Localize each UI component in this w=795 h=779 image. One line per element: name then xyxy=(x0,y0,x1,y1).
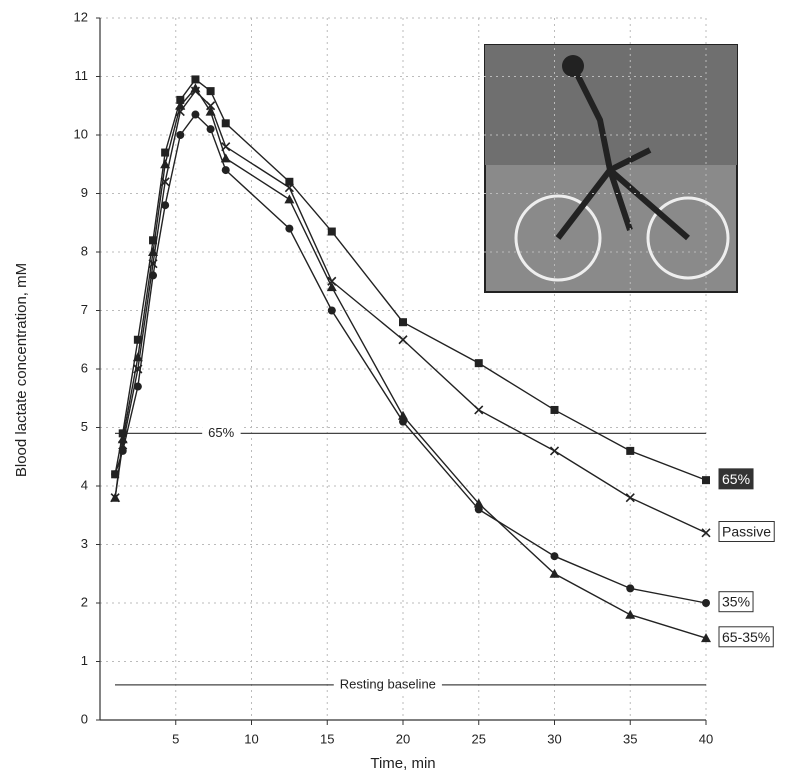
photo-rider-head xyxy=(562,55,584,77)
legend-label: 65-35% xyxy=(722,629,770,645)
point xyxy=(327,276,337,286)
point xyxy=(118,446,127,455)
y-tick-label: 8 xyxy=(81,243,88,258)
point xyxy=(149,236,158,245)
point xyxy=(550,405,559,414)
point xyxy=(626,446,635,455)
y-tick-label: 4 xyxy=(81,477,88,492)
point xyxy=(111,470,120,479)
photo-inset xyxy=(484,44,738,293)
point xyxy=(190,83,201,93)
point xyxy=(626,584,635,593)
point xyxy=(161,201,170,210)
point xyxy=(327,227,336,236)
point xyxy=(285,177,294,186)
x-tick-label: 5 xyxy=(172,731,179,746)
legend-box xyxy=(718,626,774,648)
y-tick-label: 9 xyxy=(81,185,88,200)
y-axis-label: Blood lactate concentration, mM xyxy=(13,263,30,477)
point xyxy=(473,498,484,508)
point xyxy=(161,148,170,157)
point xyxy=(176,131,185,139)
point xyxy=(701,633,711,643)
point xyxy=(132,352,143,362)
point xyxy=(549,446,560,456)
point xyxy=(398,410,408,420)
point xyxy=(191,75,200,84)
point xyxy=(117,434,128,444)
x-tick-label: 30 xyxy=(547,731,561,746)
legend-box xyxy=(718,521,775,543)
y-tick-label: 1 xyxy=(81,653,88,668)
point xyxy=(549,568,560,578)
photo-wheel xyxy=(646,196,730,280)
point xyxy=(149,271,158,280)
x-tick-label: 35 xyxy=(623,731,637,746)
photo-rider xyxy=(555,68,690,241)
legend-label: 65% xyxy=(722,471,750,487)
series-line xyxy=(114,90,707,534)
x-axis-label: Time, min xyxy=(370,755,435,772)
point xyxy=(398,335,408,345)
legend-label: 35% xyxy=(722,594,750,610)
point xyxy=(205,106,216,116)
y-tick-label: 2 xyxy=(81,594,88,609)
y-tick-label: 11 xyxy=(75,68,89,83)
point xyxy=(206,87,215,96)
point xyxy=(550,552,559,561)
point xyxy=(118,429,127,438)
reference-label: Resting baseline xyxy=(340,676,436,691)
x-tick-label: 20 xyxy=(396,731,410,746)
point xyxy=(221,166,230,175)
y-tick-label: 5 xyxy=(81,419,88,434)
y-tick-label: 0 xyxy=(81,711,88,726)
y-tick-label: 12 xyxy=(74,9,88,24)
point xyxy=(133,382,142,391)
photo-wheel xyxy=(514,194,602,282)
point xyxy=(625,609,636,619)
point xyxy=(702,476,710,485)
series-line xyxy=(114,78,707,481)
point xyxy=(110,492,121,502)
point xyxy=(285,224,294,233)
point xyxy=(220,153,231,163)
legend-label: Passive xyxy=(722,524,771,540)
series-line xyxy=(114,87,707,639)
point xyxy=(284,183,294,193)
x-tick-label: 25 xyxy=(472,731,486,746)
point xyxy=(148,247,159,256)
y-tick-label: 7 xyxy=(81,302,88,317)
x-tick-label: 15 xyxy=(320,731,334,746)
point xyxy=(206,125,215,134)
point xyxy=(327,306,336,315)
point xyxy=(474,359,483,368)
point xyxy=(702,599,710,607)
point xyxy=(326,282,337,292)
point xyxy=(399,318,407,327)
point xyxy=(191,110,200,119)
point xyxy=(176,95,185,104)
legend-box xyxy=(718,591,754,613)
x-tick-label: 10 xyxy=(244,731,258,746)
photo-background xyxy=(485,45,737,165)
point xyxy=(625,493,635,503)
point xyxy=(474,405,484,415)
series-line xyxy=(114,113,707,604)
point xyxy=(133,335,142,344)
y-tick-label: 6 xyxy=(81,360,88,375)
point xyxy=(175,100,186,110)
point xyxy=(221,119,230,128)
legend-box xyxy=(718,468,754,490)
y-tick-label: 3 xyxy=(81,536,88,551)
x-tick-label: 40 xyxy=(699,731,713,746)
reference-label-bg xyxy=(333,674,442,694)
reference-label: 65% xyxy=(208,425,234,440)
y-tick-label: 10 xyxy=(74,126,88,141)
point xyxy=(701,528,711,538)
point xyxy=(284,194,295,204)
point xyxy=(160,159,171,169)
reference-label-bg xyxy=(202,422,241,442)
